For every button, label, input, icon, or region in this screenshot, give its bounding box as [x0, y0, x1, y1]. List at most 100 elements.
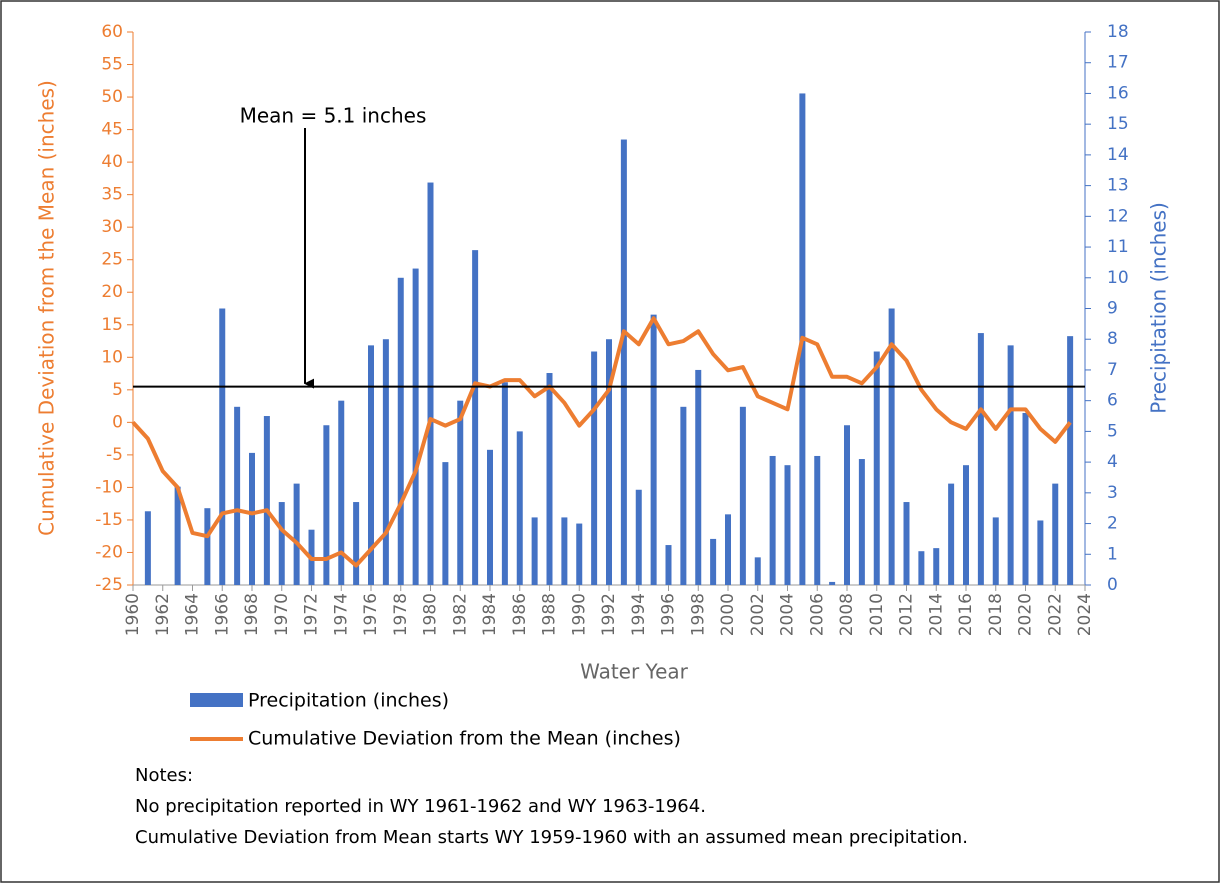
bar: [754, 557, 761, 585]
bar: [858, 459, 865, 585]
bar: [234, 406, 241, 585]
bar: [353, 502, 360, 585]
y2-tick-label: 2: [1107, 514, 1118, 534]
x-tick-label: 2002: [748, 593, 768, 636]
y2-tick-label: 16: [1107, 83, 1129, 103]
x-tick-label: 1978: [391, 593, 411, 636]
y2-tick-label: 7: [1107, 360, 1118, 380]
x-tick-label: 2008: [837, 593, 857, 636]
y2-tick-label: 13: [1107, 176, 1129, 196]
bar: [397, 277, 404, 585]
y-tick-label: -15: [95, 510, 123, 530]
bar: [844, 425, 850, 585]
bar: [442, 462, 449, 585]
note: Cumulative Deviation from Mean starts WY…: [135, 827, 968, 848]
bar: [249, 452, 255, 585]
bar: [427, 182, 434, 586]
y-tick-label: -25: [95, 575, 123, 595]
x-tick-label: 2000: [718, 593, 738, 636]
bar: [472, 250, 479, 585]
bar: [576, 523, 583, 585]
bar: [992, 517, 999, 585]
bar: [784, 465, 791, 585]
y2-tick-label: 5: [1107, 421, 1118, 441]
bar: [918, 551, 925, 585]
y-tick-label: 35: [101, 185, 123, 205]
y2-tick-label: 9: [1107, 299, 1118, 319]
x-tick-label: 2006: [807, 593, 827, 636]
y2-tick-label: 11: [1107, 237, 1129, 257]
y2-tick-label: 12: [1107, 206, 1129, 226]
y2-tick-label: 14: [1107, 145, 1129, 165]
bar: [487, 449, 493, 585]
bar: [829, 581, 836, 585]
bar: [977, 333, 984, 585]
x-tick-label: 2020: [1016, 593, 1036, 636]
legend-label: Cumulative Deviation from the Mean (inch…: [248, 728, 681, 750]
x-tick-label: 1988: [540, 593, 560, 636]
x-tick-label: 1976: [361, 593, 381, 636]
y2-tick-label: 15: [1107, 114, 1129, 134]
x-tick-label: 1998: [688, 593, 708, 636]
annotation: Mean = 5.1 inches: [240, 104, 427, 128]
y2-tick-label: 0: [1107, 575, 1118, 595]
bar: [680, 406, 687, 585]
bar: [873, 351, 880, 585]
x-tick-label: 2004: [778, 593, 798, 636]
bar: [1067, 336, 1074, 585]
bar: [1007, 345, 1014, 585]
y-axis-title: Cumulative Deviation from the Mean (inch…: [35, 80, 59, 536]
x-tick-label: 1966: [212, 593, 232, 636]
y-tick-label: 15: [101, 315, 123, 335]
bar: [1037, 520, 1044, 585]
y2-tick-label: 4: [1107, 452, 1118, 472]
bar: [591, 351, 598, 585]
bar: [382, 339, 389, 585]
x-tick-label: 1970: [272, 593, 292, 636]
x-axis-title: Water Year: [580, 660, 689, 684]
x-tick-label: 1990: [569, 593, 589, 636]
y-tick-label: 5: [112, 380, 123, 400]
bar: [561, 517, 568, 585]
bar: [739, 406, 746, 585]
bar: [620, 139, 627, 585]
x-tick-label: 1972: [302, 593, 322, 636]
bar: [323, 425, 330, 585]
y2-tick-label: 6: [1107, 391, 1118, 411]
bar: [665, 545, 672, 585]
bar: [606, 339, 612, 585]
bar: [144, 511, 151, 585]
x-tick-label: 1960: [123, 593, 143, 636]
y2-tick-label: 3: [1107, 483, 1118, 503]
line: [131, 316, 1072, 568]
bar: [1022, 412, 1029, 585]
bar: [769, 455, 776, 585]
bar: [293, 483, 300, 585]
bar: [948, 483, 955, 585]
x-tick-label: 2010: [867, 593, 887, 636]
x-tick-label: 1982: [450, 593, 470, 636]
y-tick-label: 45: [101, 120, 123, 140]
bar: [963, 465, 969, 585]
legend-swatch: [190, 693, 243, 707]
x-tick-label: 1968: [242, 593, 262, 636]
bar: [933, 548, 940, 585]
y-tick-label: -5: [106, 445, 123, 465]
x-tick-label: 1964: [183, 593, 203, 636]
bar: [710, 538, 717, 585]
bar: [278, 502, 285, 585]
bar: [174, 486, 181, 585]
x-tick-label: 1984: [480, 593, 500, 636]
x-tick-label: 2018: [986, 593, 1006, 636]
bar: [219, 308, 226, 585]
x-tick-label: 1996: [659, 593, 679, 636]
y-tick-label: 10: [101, 347, 123, 367]
y2-tick-label: 18: [1107, 22, 1129, 42]
bar: [516, 431, 523, 585]
y-tick-label: 55: [101, 55, 123, 75]
bar: [635, 489, 642, 585]
y2-axis-title: Precipitation (inches): [1147, 202, 1171, 414]
legend-label: Precipitation (inches): [248, 690, 449, 712]
bar: [531, 517, 538, 585]
